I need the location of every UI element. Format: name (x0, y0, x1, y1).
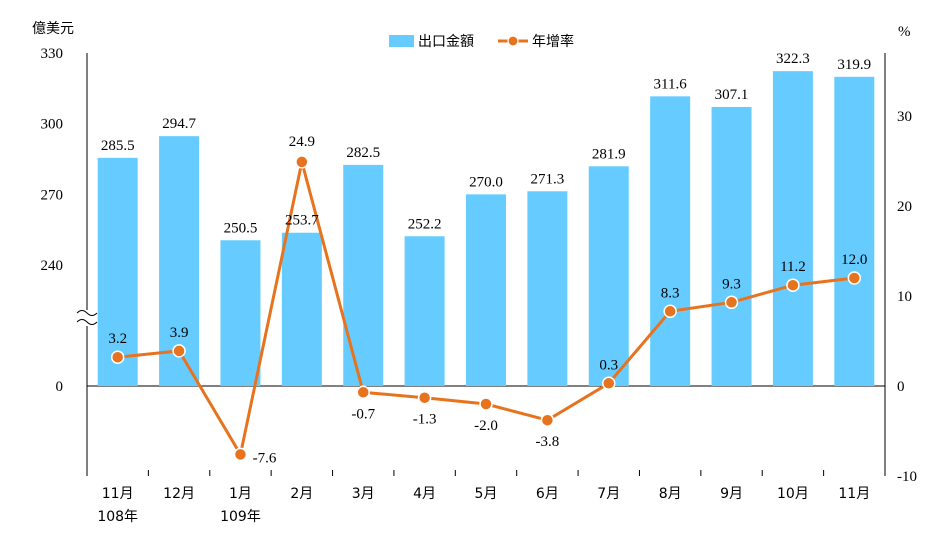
x-tick-label: 11月 (102, 486, 134, 502)
line-point (110, 350, 125, 364)
bar (711, 106, 752, 386)
axis-break-mark (76, 310, 98, 325)
line-value-label: -0.7 (351, 406, 375, 422)
x-tick-label: 3月 (352, 486, 375, 502)
bar (772, 71, 813, 386)
growth-line (110, 155, 862, 462)
right-tick-label: 10 (897, 289, 912, 305)
left-tick-label: 330 (41, 46, 64, 62)
data-labels: 285.5 294.7 250.5 253.7 282.5 252.2 270.0 271.3… (101, 51, 871, 466)
line-value-label: 3.2 (108, 331, 127, 347)
bar (343, 164, 384, 386)
line-point (540, 413, 555, 427)
x-tick-label: 12月 (163, 486, 195, 502)
bar-value-label: 322.3 (776, 51, 810, 67)
bar-value-label: 307.1 (715, 87, 749, 103)
legend-swatch-marker (507, 35, 519, 47)
line-point (172, 344, 186, 358)
bar-value-label: 311.6 (654, 76, 688, 92)
left-tick-label: 0 (56, 379, 64, 395)
bar (834, 76, 875, 387)
line-point (847, 271, 862, 285)
bar (281, 232, 322, 386)
left-tick-label: 270 (41, 187, 64, 203)
bar-value-label: 250.5 (224, 220, 258, 236)
right-tick-label: 30 (897, 109, 912, 125)
line-value-label: 11.2 (780, 259, 806, 275)
bar-value-label: 282.5 (346, 145, 380, 161)
bar-value-label: 319.9 (837, 57, 871, 73)
x-tick-label: 8月 (659, 486, 682, 502)
x-tick-label: 4月 (413, 486, 436, 502)
line-point (356, 385, 370, 400)
bar-value-label: 281.9 (592, 146, 626, 162)
line-point (479, 397, 493, 411)
x-tick-label: 2月 (290, 486, 313, 502)
bars (97, 71, 875, 387)
x-year-label: 108年 (97, 509, 138, 525)
x-tick-label: 7月 (597, 486, 620, 502)
right-tick-label: -10 (897, 469, 917, 485)
bar-value-label: 294.7 (162, 116, 196, 132)
left-tick-label: 240 (41, 258, 64, 274)
bar (220, 240, 261, 386)
x-tick-label: 11月 (838, 486, 870, 502)
x-tick-label: 9月 (720, 486, 743, 502)
bar-value-label: 271.3 (531, 171, 565, 187)
line-value-label: 24.9 (289, 134, 315, 150)
legend-swatch-bars (389, 35, 414, 47)
line-point (786, 278, 800, 292)
bar (466, 194, 506, 386)
x-tick-label: 6月 (536, 486, 559, 502)
x-tick-label: 5月 (475, 486, 498, 502)
left-tick-label: 300 (41, 117, 64, 133)
x-tick-label: 1月 (229, 486, 252, 502)
line-point (417, 390, 432, 405)
right-tick-label: 20 (897, 199, 912, 215)
line-value-label: -2.0 (474, 418, 498, 434)
left-axis-unit: 億美元 (32, 21, 74, 37)
line-value-label: 9.3 (722, 276, 741, 292)
line-value-label: -1.3 (413, 412, 437, 428)
line-value-label: -7.6 (253, 450, 277, 466)
bar-value-label: 270.0 (469, 174, 503, 190)
line-value-label: 12.0 (841, 252, 867, 268)
line-value-label: 3.9 (170, 325, 189, 341)
line-point (233, 447, 248, 462)
line-point (724, 295, 739, 310)
bar (527, 191, 568, 386)
bar (650, 96, 691, 386)
bar-value-label: 285.5 (101, 138, 135, 154)
line-point (602, 376, 616, 391)
right-tick-label: 0 (897, 379, 905, 395)
bar (588, 166, 629, 386)
bar (97, 157, 138, 386)
line-value-label: 8.3 (661, 285, 680, 301)
line-point (295, 155, 309, 169)
bar (404, 236, 445, 386)
x-tick-label: 10月 (777, 486, 809, 502)
legend-label-line: 年增率 (532, 33, 574, 50)
x-year-label: 109年 (220, 509, 261, 525)
legend-label-bars: 出口金額 (418, 34, 474, 50)
line-point (663, 304, 677, 319)
right-axis-unit: % (898, 24, 911, 40)
line-value-label: -3.8 (536, 434, 560, 450)
legend: 出口金額 年增率 (389, 33, 574, 50)
bar-value-label: 252.2 (408, 216, 442, 232)
bar-value-label: 253.7 (285, 213, 319, 229)
line-value-label: 0.3 (599, 357, 618, 373)
axes: 330 300 270 240 0 億美元 30 20 10 0 -10% 11月 12月 1月 2月 3月 4… (32, 21, 917, 525)
